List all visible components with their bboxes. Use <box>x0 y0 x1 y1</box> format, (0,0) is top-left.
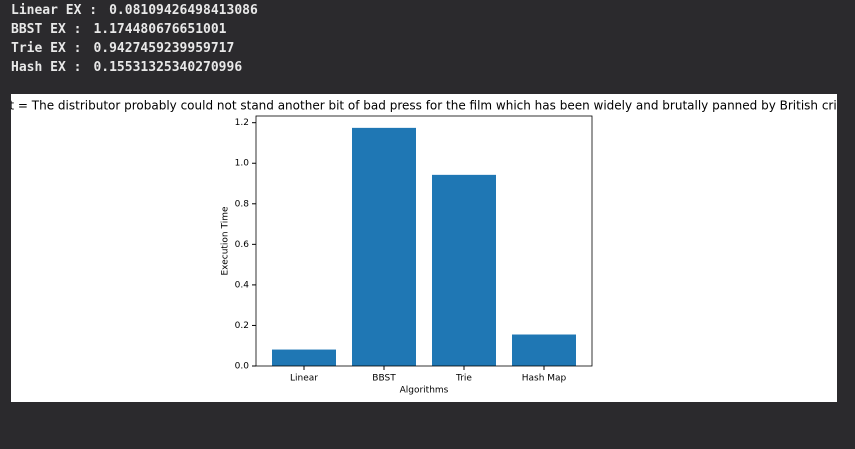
bar <box>272 349 336 366</box>
y-tick-label: 1.0 <box>235 159 250 169</box>
panel-bg <box>11 94 837 402</box>
y-tick-label: 0.4 <box>235 280 250 290</box>
x-tick-label: Trie <box>455 374 472 384</box>
chart-title: text = The distributor probably could no… <box>11 99 837 113</box>
output-value: 0.15531325340270996 <box>93 60 243 75</box>
y-axis-label: Execution Time <box>221 206 231 276</box>
y-tick-label: 0.6 <box>235 240 250 250</box>
output-line: Hash EX : 0.15531325340270996 <box>11 60 242 75</box>
y-tick-label: 0.0 <box>235 362 250 372</box>
output-label: Trie EX : <box>11 41 82 56</box>
x-tick-label: Hash Map <box>522 374 567 384</box>
y-tick-label: 1.2 <box>235 118 249 128</box>
output-line: Linear EX : 0.08109426498413086 <box>11 3 258 18</box>
x-tick-label: BBST <box>372 374 396 384</box>
bar <box>352 127 416 366</box>
output-label: Hash EX : <box>11 60 82 75</box>
output-line: BBST EX : 1.174480676651001 <box>11 22 227 37</box>
axes-frame <box>255 115 593 367</box>
output-value: 1.174480676651001 <box>93 22 227 37</box>
output-label: Linear EX : <box>11 3 98 18</box>
y-tick-label: 0.8 <box>235 199 250 209</box>
output-value: 0.08109426498413086 <box>109 3 258 18</box>
y-tick-label: 0.2 <box>235 321 249 331</box>
x-axis-label: Algorithms <box>400 386 449 396</box>
bar <box>512 334 576 366</box>
output-label: BBST EX : <box>11 22 82 37</box>
output-line: Trie EX : 0.9427459239959717 <box>11 41 234 56</box>
x-tick-label: Linear <box>290 374 318 384</box>
chart: text = The distributor probably could no… <box>11 94 837 402</box>
bar <box>432 174 496 366</box>
output-value: 0.9427459239959717 <box>93 41 235 56</box>
